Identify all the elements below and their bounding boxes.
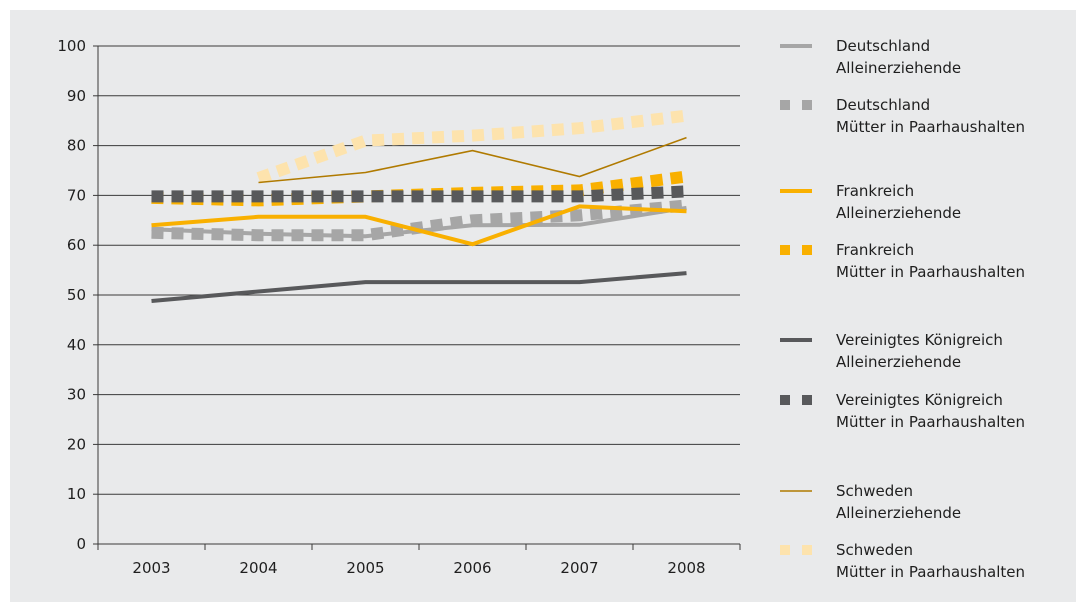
series-line-5 bbox=[151, 185, 687, 203]
legend: Deutschland Alleinerziehende Deutschland Mü… bbox=[780, 37, 1025, 581]
y-tick-label: 30 bbox=[67, 386, 86, 404]
x-tick-label: 2007 bbox=[560, 559, 598, 577]
legend-label: Vereinigtes Königreich bbox=[836, 391, 1003, 409]
legend-label: Vereinigtes Königreich bbox=[836, 331, 1003, 349]
legend-label: Alleinerziehende bbox=[836, 353, 961, 371]
y-tick-label: 10 bbox=[67, 485, 86, 503]
gridlines bbox=[98, 45, 740, 545]
y-tick-label: 70 bbox=[67, 186, 86, 204]
legend-label: Alleinerziehende bbox=[836, 59, 961, 77]
series-line-4 bbox=[151, 271, 687, 303]
y-tick-label: 100 bbox=[57, 37, 86, 55]
x-tick-label: 2008 bbox=[667, 559, 705, 577]
series-line-7 bbox=[256, 109, 688, 184]
y-tick-label: 60 bbox=[67, 236, 86, 254]
series-line-2 bbox=[151, 204, 687, 247]
y-tick-label: 0 bbox=[76, 535, 86, 553]
legend-label: Schweden bbox=[836, 482, 913, 500]
legend-label: Mütter in Paarhaushalten bbox=[836, 118, 1025, 136]
legend-label: Alleinerziehende bbox=[836, 204, 961, 222]
legend-label: Mütter in Paarhaushalten bbox=[836, 263, 1025, 281]
x-tick-label: 2003 bbox=[132, 559, 170, 577]
series-line-6 bbox=[258, 136, 687, 184]
y-tick-labels: 0 10 20 30 40 50 60 70 80 90 100 bbox=[57, 37, 86, 553]
y-tick-label: 90 bbox=[67, 87, 86, 105]
legend-label: Alleinerziehende bbox=[836, 504, 961, 522]
x-tick-labels: 2003 2004 2005 2006 2007 2008 bbox=[132, 559, 705, 577]
legend-label: Frankreich bbox=[836, 182, 914, 200]
legend-label: Mütter in Paarhaushalten bbox=[836, 413, 1025, 431]
x-tick-label: 2004 bbox=[239, 559, 277, 577]
chart-panel: 0 10 20 30 40 50 60 70 80 90 100 2003 2004 2005 2006 2… bbox=[10, 10, 1076, 602]
legend-label: Mütter in Paarhaushalten bbox=[836, 563, 1025, 581]
y-tick-label: 50 bbox=[67, 286, 86, 304]
y-tick-label: 40 bbox=[67, 336, 86, 354]
y-tick-label: 20 bbox=[67, 435, 86, 453]
legend-label: Schweden bbox=[836, 541, 913, 559]
legend-label: Frankreich bbox=[836, 241, 914, 259]
y-tick-label: 80 bbox=[67, 137, 86, 155]
legend-label: Deutschland bbox=[836, 96, 930, 114]
x-tick-label: 2006 bbox=[453, 559, 491, 577]
series-lines bbox=[151, 109, 688, 303]
x-tick-label: 2005 bbox=[346, 559, 384, 577]
legend-label: Deutschland bbox=[836, 37, 930, 55]
axes bbox=[93, 45, 741, 550]
